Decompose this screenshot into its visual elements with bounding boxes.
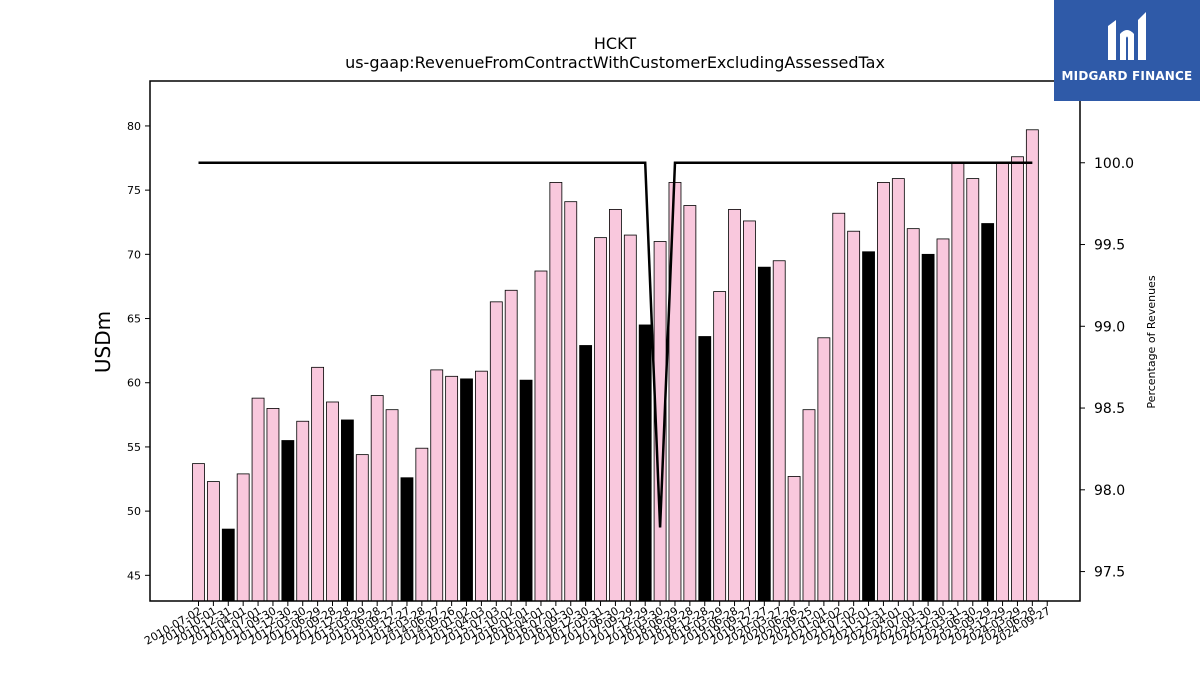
bar-quarter bbox=[936, 238, 950, 602]
bar-quarter bbox=[564, 201, 578, 602]
bar-quarter bbox=[475, 370, 488, 602]
y2-tick-label: 97.5 bbox=[1094, 565, 1125, 581]
bar-quarter bbox=[385, 409, 399, 602]
bar-quarter bbox=[996, 162, 1009, 602]
percentage-line-group bbox=[198, 161, 1033, 528]
bar-annual bbox=[981, 223, 995, 602]
axes-group: 45 50 55 60 65 70 75 80 97.5 98.0 98.5 99.0 99.5 100.… bbox=[127, 80, 1134, 648]
bar-quarter bbox=[966, 178, 980, 602]
bar-quarter bbox=[311, 366, 325, 602]
y-tick-label: 45 bbox=[127, 569, 141, 582]
y2-tick-label: 99.5 bbox=[1094, 238, 1125, 254]
bar-quarter bbox=[951, 162, 965, 602]
bar-annual bbox=[281, 440, 295, 602]
y-tick-label: 60 bbox=[127, 377, 141, 390]
bar-quarter bbox=[728, 208, 741, 602]
bar-quarter bbox=[877, 182, 890, 602]
bar-quarter bbox=[504, 289, 518, 602]
bar-quarter bbox=[489, 301, 503, 602]
bar-quarter bbox=[1011, 156, 1024, 602]
bar-quarter bbox=[906, 228, 920, 602]
bar-quarter bbox=[370, 395, 384, 602]
bar-quarter bbox=[713, 291, 727, 602]
bar-quarter bbox=[743, 220, 756, 602]
y-tick-label: 50 bbox=[127, 505, 141, 518]
bar-quarter bbox=[594, 237, 607, 602]
bar-quarter bbox=[847, 230, 861, 602]
chart-title: HCKT bbox=[594, 34, 636, 53]
bar-quarter bbox=[609, 208, 622, 602]
y2-tick-label: 99.0 bbox=[1094, 319, 1125, 335]
percentage-line bbox=[198, 161, 1033, 528]
bar-annual bbox=[460, 378, 473, 602]
bar-quarter bbox=[415, 447, 429, 602]
y-tick-label: 65 bbox=[127, 313, 141, 326]
bar-quarter bbox=[206, 481, 220, 602]
y2-axis-label: Percentage of Revenues bbox=[1145, 275, 1158, 408]
bar-annual bbox=[519, 379, 533, 602]
bar-quarter bbox=[623, 234, 637, 602]
y2-tick-label: 100.0 bbox=[1094, 156, 1134, 172]
bar-quarter bbox=[326, 401, 339, 602]
bar-quarter bbox=[683, 205, 697, 602]
bar-quarter bbox=[534, 270, 548, 602]
bar-quarter bbox=[266, 408, 280, 602]
logo-text: MIDGARD FINANCE bbox=[1061, 69, 1193, 83]
logo-mark-icon bbox=[1108, 12, 1146, 60]
chart-subtitle: us-gaap:RevenueFromContractWithCustomerE… bbox=[345, 53, 885, 72]
bar-annual bbox=[221, 528, 235, 602]
bar-quarter bbox=[832, 212, 846, 602]
y2-tick-label: 98.0 bbox=[1094, 483, 1125, 499]
bar-annual bbox=[400, 477, 414, 602]
bar-quarter bbox=[787, 476, 801, 602]
bars-group bbox=[192, 129, 1039, 602]
bar-quarter bbox=[192, 463, 205, 602]
bar-quarter bbox=[445, 375, 459, 602]
bar-quarter bbox=[251, 397, 265, 602]
bar-annual bbox=[698, 336, 712, 602]
bar-quarter bbox=[355, 454, 369, 602]
y-tick-label: 70 bbox=[127, 248, 141, 261]
bar-annual bbox=[921, 253, 935, 602]
y-tick-label: 55 bbox=[127, 441, 141, 454]
bar-annual bbox=[862, 251, 875, 602]
bar-quarter bbox=[802, 409, 816, 602]
y-axis-label: USDm bbox=[91, 311, 115, 373]
bar-annual bbox=[340, 419, 354, 602]
brand-logo: MIDGARD FINANCE bbox=[1054, 0, 1200, 101]
bar-quarter bbox=[549, 182, 563, 602]
y2-tick-label: 98.5 bbox=[1094, 401, 1125, 417]
bar-quarter bbox=[1025, 129, 1039, 602]
bar-quarter bbox=[430, 369, 444, 602]
y-tick-label: 75 bbox=[127, 184, 141, 197]
y-tick-label: 80 bbox=[127, 120, 141, 133]
bar-quarter bbox=[817, 337, 831, 602]
bar-annual bbox=[579, 345, 593, 602]
bar-quarter bbox=[296, 420, 310, 602]
bar-quarter bbox=[891, 178, 905, 602]
bar-annual bbox=[757, 266, 771, 602]
bar-quarter bbox=[236, 473, 250, 602]
bar-quarter bbox=[772, 260, 786, 602]
bar-annual bbox=[638, 324, 652, 602]
